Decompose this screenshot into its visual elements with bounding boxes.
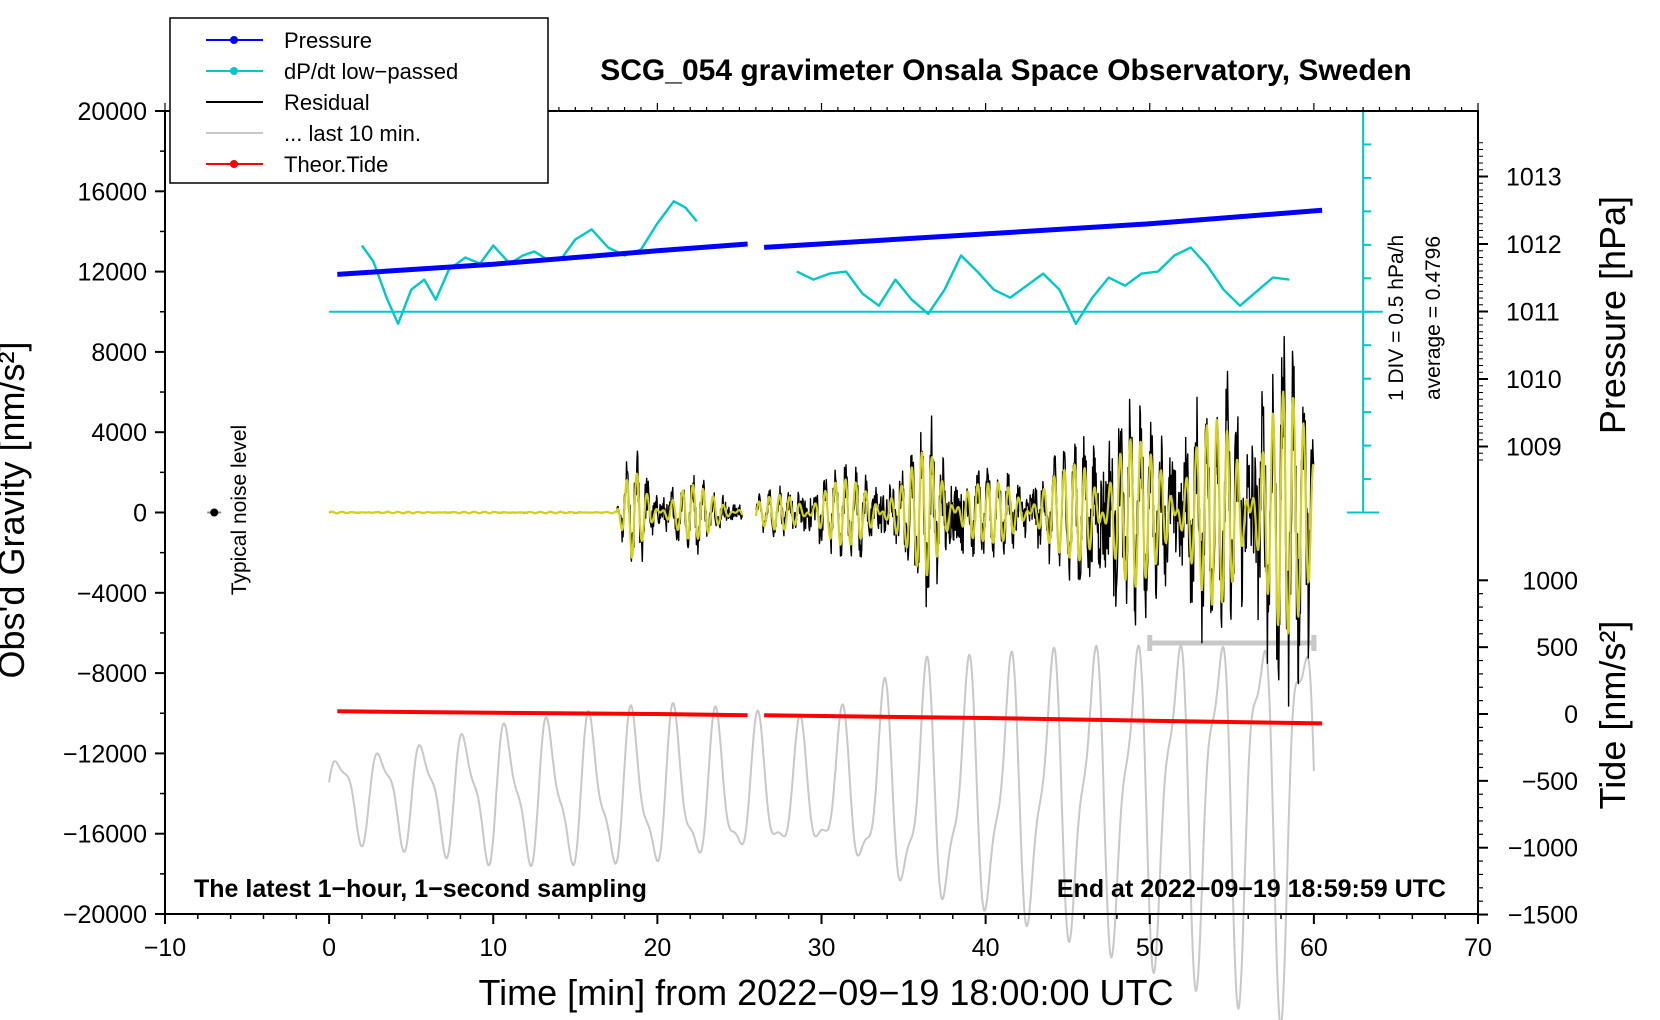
x-tick-label: 10 [479,934,507,962]
pressure-series [763,207,1323,250]
x-tick-label: 20 [643,934,671,962]
y-tick-label: 16000 [77,178,147,206]
tide-axis-label: Tide [nm/s²] [1592,621,1633,810]
x-tick-label: 0 [322,934,336,962]
pressure-tick-label: 1013 [1506,164,1562,192]
dpdt-average-label: average = 0.4796 [1422,236,1445,400]
left-axis-label: Obs'd Gravity [nm/s²] [0,342,32,679]
tide-tick-label: −1000 [1508,835,1578,863]
plot-data-layer [207,110,1383,1020]
legend-marker [230,36,238,44]
legend-label: Residual [284,90,370,115]
x-tick-label: 50 [1136,934,1164,962]
y-tick-label: 12000 [77,259,147,287]
x-tick-label: 30 [808,934,836,962]
x-axis-label: Time [min] from 2022−09−19 18:00:00 UTC [478,972,1173,1013]
legend-box [169,17,549,184]
tide-tick-label: 1000 [1522,567,1578,595]
legend-label: ... last 10 min. [284,121,421,146]
x-tick-label: 60 [1300,934,1328,962]
y-tick-label: −8000 [77,660,147,688]
annotation-latest-hour: The latest 1−hour, 1−second sampling [194,875,647,903]
residual-lowpass-series [328,472,744,559]
y-tick-label: 0 [133,500,147,528]
tide-tick-label: 500 [1536,634,1578,662]
y-tick-label: −20000 [63,901,147,929]
dpdt-series [796,246,1290,325]
y-tick-label: 4000 [91,419,147,447]
legend-label: Pressure [284,28,372,53]
legend-marker [230,160,238,168]
legend-label: dP/dt low−passed [284,59,458,84]
y-tick-label: −16000 [63,821,147,849]
dpdt-scale-label: 1 DIV = 0.5 hPa/h [1385,235,1408,401]
pressure-tick-label: 1010 [1506,366,1562,394]
legend: Pressure dP/dt low−passed Residual ... last… [169,17,549,184]
legend-marker [230,67,238,75]
y-tick-label: −12000 [63,740,147,768]
axes-layer: −10 0 10 20 30 40 50 60 70 20000 16000 12000 8000 400… [63,98,1578,962]
theoretical-tide-series [337,709,748,718]
tide-tick-label: −1500 [1508,902,1578,930]
y-tick-label: 20000 [77,98,147,126]
noise-level-label: Typical noise level [228,425,251,595]
pressure-axis-label: Pressure [hPa] [1592,196,1633,434]
theoretical-tide-series [764,713,1323,726]
y-tick-label: −4000 [77,580,147,608]
pressure-tick-label: 1012 [1506,231,1562,259]
x-tick-label: 40 [972,934,1000,962]
tide-tick-label: 0 [1564,701,1578,729]
pressure-tick-label: 1011 [1506,299,1560,327]
pressure-tick-label: 1009 [1506,434,1562,462]
residual-lowpass-series [754,390,1315,635]
tide-tick-label: −500 [1522,768,1578,796]
legend-label: Theor.Tide [284,152,388,177]
pressure-series [337,241,748,277]
chart-title: SCG_054 gravimeter Onsala Space Observat… [600,54,1412,87]
noise-level-marker [210,508,219,517]
annotation-end-time: End at 2022−09−19 18:59:59 UTC [1057,875,1446,903]
x-tick-label: 70 [1464,934,1492,962]
y-tick-label: 8000 [91,339,147,367]
x-tick-label: −10 [144,934,186,962]
dpdt-series [360,200,698,325]
